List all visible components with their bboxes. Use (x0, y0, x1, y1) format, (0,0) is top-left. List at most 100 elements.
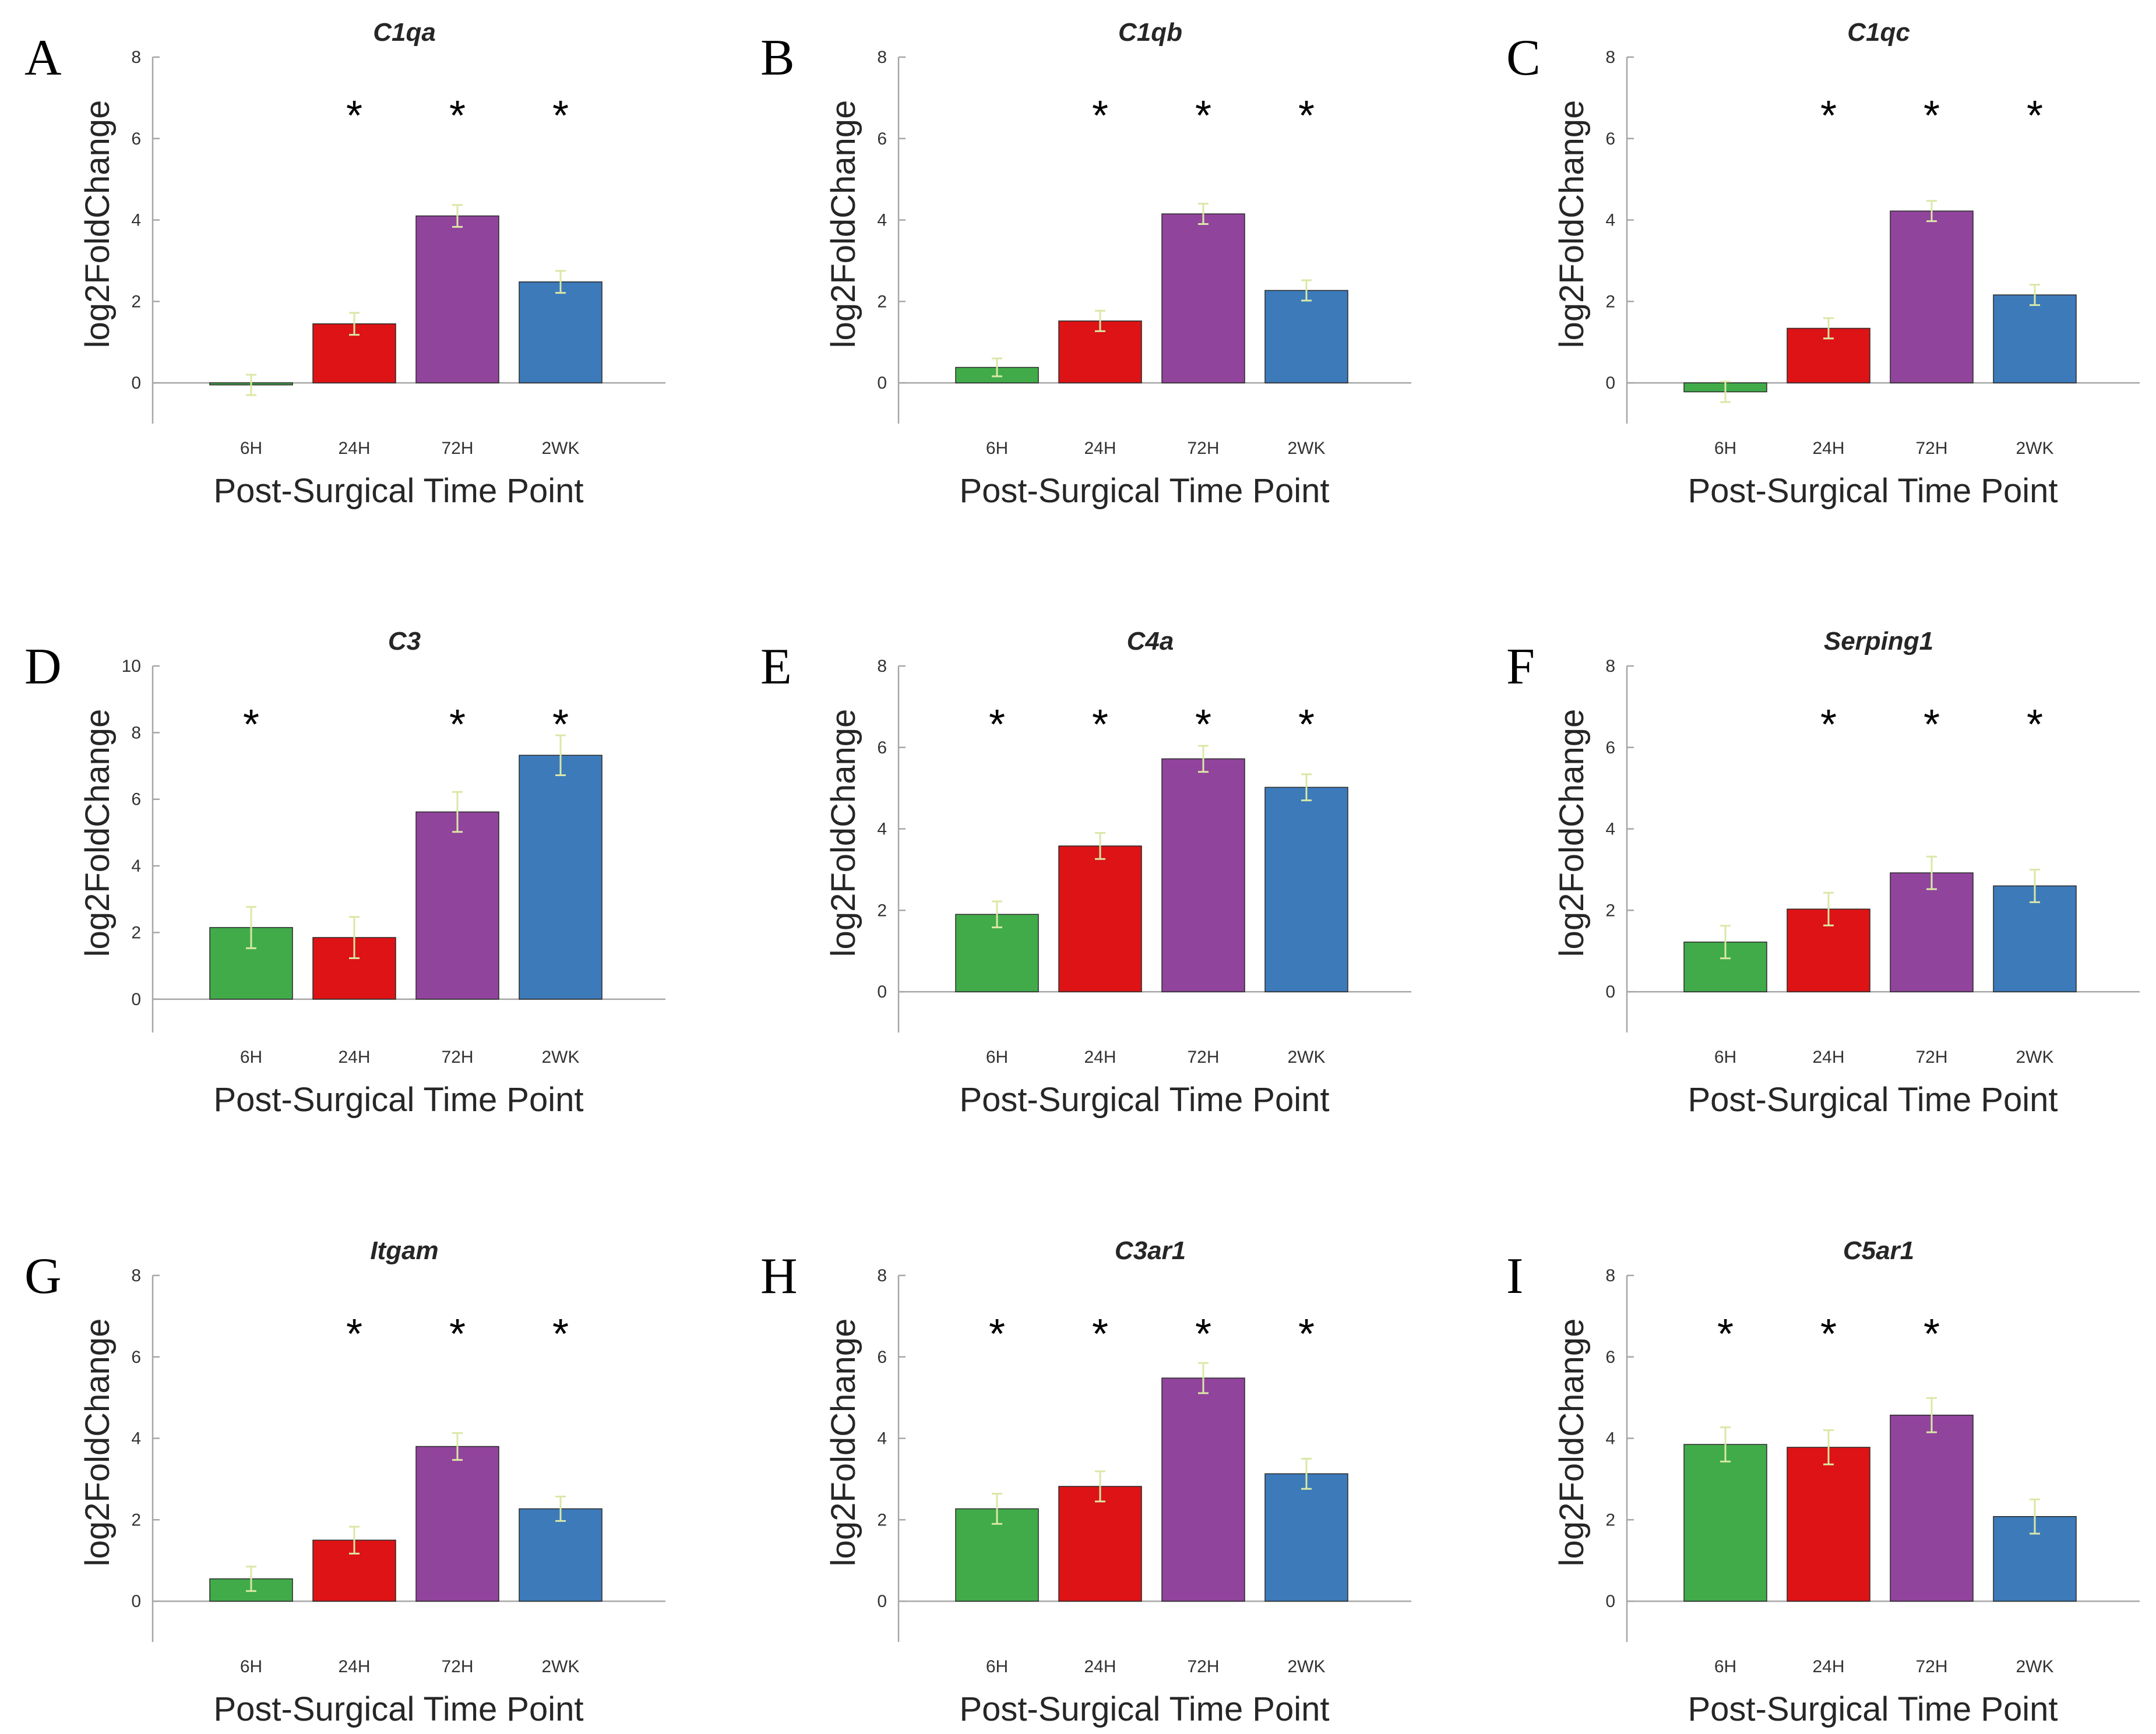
significance-star-g-72h: * (449, 1311, 466, 1358)
y-axis-label-a: log2FoldChange (79, 100, 117, 348)
y-tick-label: 4 (1605, 211, 1615, 230)
significance-star-h-24h: * (1092, 1311, 1108, 1358)
error-bar-e-24h (1095, 832, 1105, 860)
y-tick-label: 6 (877, 129, 887, 149)
error-bar-a-6h (246, 373, 256, 396)
y-tick-label: 8 (1605, 48, 1615, 67)
panel-c: C C1qc 0 2 4 6 8 6H * 24H * 72H * 2WK Post-Surgical Ti… (1506, 18, 2140, 510)
x-tick-label: 2WK (2016, 439, 2053, 458)
error-bar-b-2wk (1301, 279, 1312, 302)
bar-i-6h (1683, 1444, 1767, 1602)
y-tick-label: 6 (1605, 1348, 1615, 1367)
error-bar-d-24h (349, 916, 360, 959)
y-tick-label: 2 (1605, 1510, 1615, 1529)
y-tick-label: 8 (131, 723, 141, 742)
x-tick-label: 2WK (2016, 1657, 2053, 1676)
bar-h-72h (1161, 1377, 1245, 1602)
significance-star-h-6h: * (989, 1311, 1005, 1358)
error-bar-h-6h (992, 1493, 1002, 1525)
x-tick-label: 6H (1714, 1048, 1736, 1067)
significance-star-h-72h: * (1195, 1311, 1211, 1358)
error-bar-i-72h (1926, 1397, 1937, 1433)
chart-title-a: C1qa (373, 18, 436, 47)
error-bar-b-24h (1095, 309, 1105, 332)
chart-title-b: C1qb (1118, 18, 1182, 47)
x-tick-label: 6H (240, 1048, 262, 1067)
x-axis-label-f: Post-Surgical Time Point (1688, 1081, 2058, 1119)
error-bar-f-2wk (2030, 868, 2040, 903)
y-tick-label: 2 (131, 1510, 141, 1529)
panel-b: B C1qb 0 2 4 6 8 6H * 24H * 72H * 2WK Post-Surgical Ti… (760, 18, 1411, 510)
y-tick-label: 4 (877, 1429, 887, 1448)
error-bar-g-2wk (555, 1495, 566, 1522)
y-tick-label: 2 (877, 292, 887, 311)
significance-star-g-24h: * (346, 1311, 362, 1358)
x-tick-label: 6H (240, 439, 262, 458)
bar-a-2wk (519, 281, 603, 383)
significance-star-f-72h: * (1924, 702, 1940, 748)
chart-title-h: C3ar1 (1115, 1236, 1186, 1265)
y-tick-label: 0 (877, 1592, 887, 1611)
x-tick-label: 2WK (541, 1048, 579, 1067)
bar-f-2wk (1993, 885, 2077, 992)
significance-star-e-24h: * (1092, 702, 1108, 748)
significance-star-b-24h: * (1092, 93, 1108, 139)
error-bar-c-6h (1720, 380, 1731, 403)
y-axis-label-i: log2FoldChange (1553, 1319, 1591, 1567)
significance-star-i-72h: * (1924, 1311, 1940, 1358)
y-tick-label: 8 (1605, 657, 1615, 676)
y-tick-label: 0 (877, 373, 887, 393)
error-bar-f-6h (1720, 925, 1731, 960)
bar-d-72h (415, 811, 499, 1000)
y-tick-label: 6 (131, 129, 141, 149)
panel-letter-g: G (24, 1248, 62, 1305)
y-tick-label: 0 (1605, 373, 1615, 393)
x-tick-label: 72H (1187, 1048, 1219, 1067)
panel-letter-i: I (1506, 1248, 1523, 1305)
error-bar-h-72h (1198, 1362, 1209, 1394)
y-tick-label: 6 (131, 1348, 141, 1367)
panel-i: I C5ar1 0 2 4 6 8 * 6H * 24H * 72H 2WK Post-Surgical T… (1506, 1236, 2140, 1728)
bar-e-72h (1161, 758, 1245, 992)
y-tick-label: 8 (131, 1266, 141, 1285)
x-axis-label-b: Post-Surgical Time Point (959, 472, 1329, 510)
x-tick-label: 6H (986, 1657, 1008, 1676)
y-tick-label: 0 (131, 373, 141, 393)
significance-star-e-72h: * (1195, 702, 1211, 748)
panel-e: E C4a 0 2 4 6 8 * 6H * 24H * 72H * 2WK Post-Surgical Ti… (760, 627, 1411, 1119)
y-tick-label: 8 (877, 1266, 887, 1285)
panel-d: D C3 0 2 4 6 8 10 * 6H 24H * 72H * 2WK Post-Surgical Ti… (24, 627, 665, 1119)
x-axis-label-i: Post-Surgical Time Point (1688, 1690, 2058, 1728)
error-bar-c-2wk (2030, 284, 2040, 306)
x-tick-label: 72H (1915, 439, 1947, 458)
y-tick-label: 4 (1605, 820, 1615, 839)
bar-h-2wk (1264, 1473, 1348, 1602)
x-tick-label: 72H (1915, 1048, 1947, 1067)
x-tick-label: 24H (1812, 439, 1844, 458)
x-tick-label: 24H (338, 1657, 370, 1676)
x-tick-label: 24H (338, 439, 370, 458)
x-tick-label: 2WK (1287, 1048, 1325, 1067)
y-tick-label: 2 (131, 292, 141, 311)
chart-title-g: Itgam (370, 1236, 438, 1265)
x-tick-label: 6H (1714, 1657, 1736, 1676)
x-axis-label-c: Post-Surgical Time Point (1688, 472, 2058, 510)
error-bar-h-24h (1095, 1470, 1105, 1503)
significance-star-e-2wk: * (1298, 702, 1315, 748)
significance-star-h-2wk: * (1298, 1311, 1315, 1358)
y-tick-label: 2 (877, 901, 887, 920)
panel-h: H C3ar1 0 2 4 6 8 * 6H * 24H * 72H * 2WK Post-Surgical … (760, 1236, 1411, 1728)
chart-title-e: C4a (1127, 627, 1174, 655)
y-tick-label: 4 (877, 820, 887, 839)
panel-letter-a: A (24, 30, 62, 86)
bar-e-2wk (1264, 787, 1348, 992)
x-tick-label: 6H (240, 1657, 262, 1676)
error-bar-e-6h (992, 900, 1002, 929)
significance-star-c-72h: * (1924, 93, 1940, 139)
bar-d-2wk (519, 755, 603, 1000)
panel-a: A C1qa 0 2 4 6 8 6H * 24H * 72H * 2WK Post-Surgical Ti… (24, 18, 665, 510)
significance-star-f-2wk: * (2027, 702, 2043, 748)
y-tick-label: 8 (877, 48, 887, 67)
x-tick-label: 6H (1714, 439, 1736, 458)
significance-star-i-6h: * (1717, 1311, 1734, 1358)
